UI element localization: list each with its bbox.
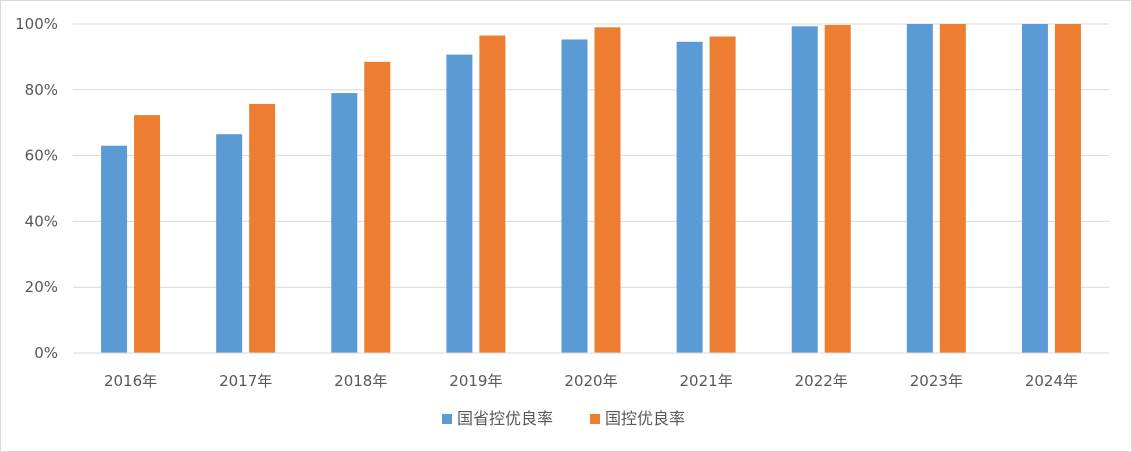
x-tick-label: 2019年 xyxy=(449,372,502,390)
legend-label: 国省控优良率 xyxy=(457,409,553,428)
bar-national-1 xyxy=(249,103,276,354)
bar-provincial-4 xyxy=(561,39,588,353)
x-tick-label: 2022年 xyxy=(795,372,848,390)
y-tick-label: 20% xyxy=(25,278,58,296)
legend-label: 国控优良率 xyxy=(605,409,685,428)
y-tick-label: 60% xyxy=(25,147,58,165)
bar-national-5 xyxy=(709,36,736,353)
bar-national-3 xyxy=(479,35,506,353)
x-tick-label: 2020年 xyxy=(564,372,617,390)
legend-swatch xyxy=(442,414,452,424)
bar-provincial-2 xyxy=(331,93,358,353)
y-tick-label: 0% xyxy=(34,344,58,362)
y-tick-label: 80% xyxy=(25,81,58,99)
bars xyxy=(101,24,1081,354)
bar-national-6 xyxy=(824,24,851,353)
legend: 国省控优良率 国控优良率 xyxy=(442,409,685,428)
y-axis: 0% 20% 40% 60% 80% 100% xyxy=(15,15,58,362)
legend-swatch xyxy=(590,414,600,424)
bar-provincial-3 xyxy=(446,54,473,354)
bar-provincial-8 xyxy=(1021,24,1048,353)
x-tick-label: 2021年 xyxy=(680,372,733,390)
bar-national-0 xyxy=(134,115,161,354)
bar-national-8 xyxy=(1054,24,1081,353)
x-tick-label: 2024年 xyxy=(1025,372,1078,390)
bar-national-2 xyxy=(364,61,391,354)
bar-provincial-5 xyxy=(676,41,703,354)
bar-provincial-6 xyxy=(791,26,818,353)
y-tick-label: 40% xyxy=(25,212,58,230)
bar-national-7 xyxy=(939,24,966,353)
bar-provincial-0 xyxy=(101,145,128,353)
x-tick-label: 2016年 xyxy=(104,372,157,390)
bar-provincial-1 xyxy=(216,134,243,353)
y-tick-label: 100% xyxy=(15,15,58,33)
x-axis: 2016年 2017年 2018年 2019年 2020年 2021年 2022年 2023年… xyxy=(73,352,1109,390)
x-tick-label: 2023年 xyxy=(910,372,963,390)
bar-provincial-7 xyxy=(906,24,933,353)
bar-national-4 xyxy=(594,27,621,353)
x-tick-label: 2017年 xyxy=(219,372,272,390)
x-tick-label: 2018年 xyxy=(334,372,387,390)
